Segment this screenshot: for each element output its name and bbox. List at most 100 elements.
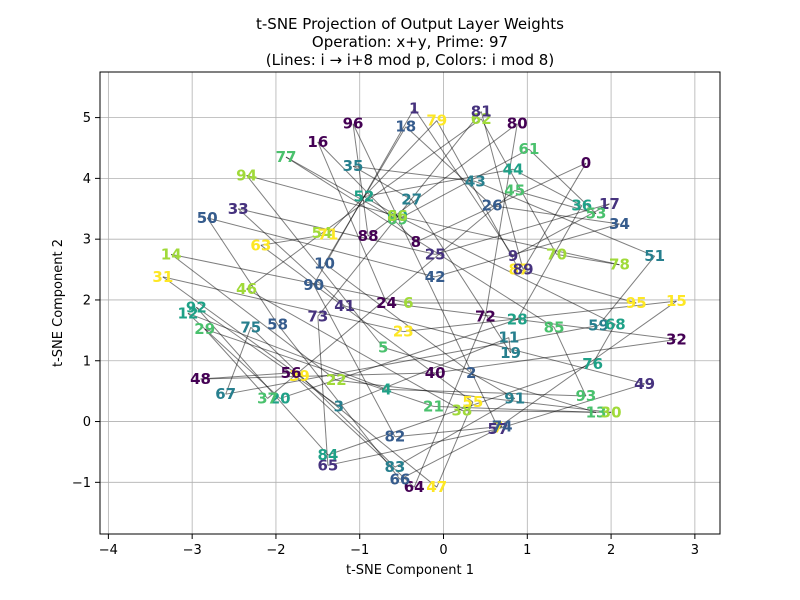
point-label-4: 4 [381,380,391,398]
point-label-45: 45 [504,182,525,200]
connection-line-24-32 [386,302,677,340]
point-label-64: 64 [404,478,425,496]
point-label-30: 30 [601,403,622,421]
point-label-58: 58 [267,315,288,333]
connection-line-84-92 [195,306,329,456]
point-label-78: 78 [609,256,630,274]
connection-line-34-42 [434,223,620,278]
connection-line-20-28 [279,318,518,399]
point-label-82: 82 [384,428,405,446]
connection-line-87-95 [518,269,637,304]
point-label-94: 94 [236,166,257,184]
point-label-33: 33 [228,200,249,218]
point-label-3: 3 [334,397,344,415]
point-label-96: 96 [343,115,364,133]
connection-line-21-29 [204,328,434,407]
connection-line-42-50 [207,217,436,278]
connection-line-11-19 [508,337,512,353]
connection-line-64-72 [413,316,486,488]
point-label-61: 61 [519,140,540,158]
connection-line-16-24 [317,141,388,304]
connection-line-46-54 [246,232,323,290]
grid-lines [100,72,720,534]
connection-line-53-61 [528,148,597,214]
point-label-50: 50 [197,209,218,227]
point-label-70: 70 [546,245,567,263]
connection-line-36-44 [512,168,582,207]
x-tick-label: 2 [607,543,615,558]
point-label-49: 49 [634,375,655,393]
point-label-10: 10 [314,254,335,272]
x-tick-label: 1 [523,543,531,558]
x-tick-label: 0 [439,543,447,558]
connection-line-90-1 [313,108,415,286]
point-label-91: 91 [504,389,525,407]
connection-line-82-90 [313,284,396,437]
point-label-42: 42 [425,268,446,286]
x-tick-label: 3 [691,543,699,558]
connection-line-57-65 [327,428,499,466]
connection-line-49-57 [497,383,645,430]
point-label-56: 56 [281,364,302,382]
connection-line-83-91 [394,398,515,468]
point-label-53: 53 [586,205,607,223]
point-label-72: 72 [475,307,496,325]
connection-line-18-26 [405,126,493,207]
connection-line-74-82 [394,425,503,438]
point-label-29: 29 [194,320,215,338]
point-label-95: 95 [626,294,647,312]
point-label-83: 83 [384,458,405,476]
connection-line-68-76 [592,324,616,365]
point-label-21: 21 [423,397,444,415]
point-label-76: 76 [582,355,603,373]
connection-line-76-84 [327,363,593,456]
chart-title-line-2: Operation: x+y, Prime: 97 [312,33,508,51]
point-label-73: 73 [307,307,328,325]
point-label-84: 84 [317,446,338,464]
connection-line-50-58 [206,217,279,325]
point-label-68: 68 [605,315,626,333]
y-tick-label: 5 [83,111,91,126]
y-tick-label: −1 [72,476,91,491]
connection-line-65-73 [317,316,329,466]
point-label-35: 35 [343,157,364,175]
connection-line-48-56 [200,372,292,380]
connection-line-71-79 [327,120,438,235]
point-label-52: 52 [353,188,374,206]
point-label-47: 47 [426,478,447,496]
point-label-22: 22 [326,371,347,389]
connection-line-7-15 [497,300,677,429]
y-tick-label: 3 [83,233,91,248]
y-tick-label: 4 [83,172,91,187]
point-label-85: 85 [544,318,565,336]
connection-line-52-60 [363,196,398,217]
point-label-34: 34 [609,215,630,233]
point-label-86: 86 [387,207,408,225]
point-label-9: 9 [508,247,518,265]
connection-line-66-74 [399,425,503,480]
connection-line-47-55 [436,401,474,488]
connection-line-91-2 [470,372,515,399]
point-label-77: 77 [276,148,297,166]
connection-line-73-81 [317,111,482,317]
point-label-25: 25 [425,245,446,263]
chart-title-line-3: (Lines: i → i+8 mod p, Colors: i mod 8) [266,51,554,69]
point-label-13: 13 [586,403,607,421]
connection-line-69-77 [285,156,398,221]
connection-line-31-39 [162,276,300,377]
connection-line-6-14 [171,253,409,304]
connection-line-58-66 [277,323,401,480]
point-label-57: 57 [488,420,509,438]
point-label-15: 15 [666,292,687,310]
x-tick-label: −3 [183,543,202,558]
point-label-17: 17 [599,195,620,213]
connection-line-72-80 [484,123,518,317]
point-label-37: 37 [257,389,278,407]
connection-line-85-93 [553,327,587,397]
connection-line-55-63 [260,244,474,403]
point-label-80: 80 [507,115,528,133]
x-tick-label: −1 [350,543,369,558]
point-label-26: 26 [482,197,503,215]
